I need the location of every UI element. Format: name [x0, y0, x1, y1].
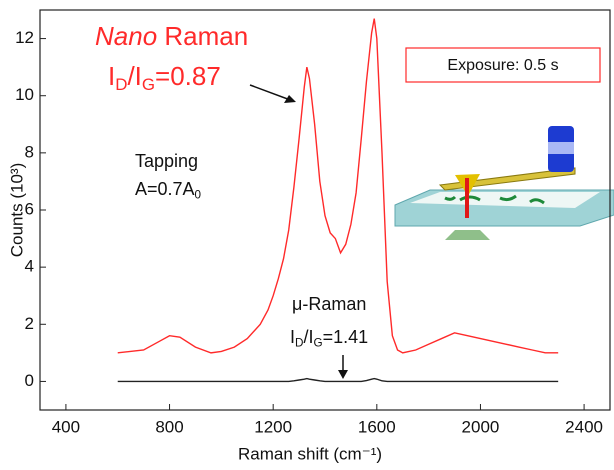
annotation-part: A=0.7A — [135, 179, 195, 199]
x-tick-label: 800 — [155, 417, 183, 436]
annotation: Nano Raman — [95, 21, 248, 51]
annotation: μ-Raman — [292, 294, 366, 314]
series-line — [117, 377, 559, 383]
x-axis-label: Raman shift (cm⁻¹) — [238, 444, 382, 463]
annotation-part: Nano — [95, 21, 157, 51]
x-tick-label: 2400 — [565, 417, 603, 436]
annotation-part: /I — [303, 327, 313, 347]
y-axis-label: Counts (10³) — [7, 163, 26, 257]
annotation-part: G — [313, 336, 322, 349]
inset-illustration — [394, 126, 614, 240]
detector-band — [548, 142, 574, 154]
annotation: A=0.7A0 — [135, 179, 202, 202]
y-tick-label: 0 — [25, 371, 34, 390]
series-line — [117, 18, 559, 354]
y-tick-label: 8 — [25, 142, 34, 161]
annotation-part: Exposure: 0.5 s — [447, 57, 558, 74]
annotation: ID/IG=0.87 — [108, 61, 221, 94]
y-tick-label: 6 — [25, 199, 34, 218]
laser — [465, 178, 469, 218]
objective — [445, 230, 490, 240]
x-tick-label: 1200 — [254, 417, 292, 436]
arrow — [249, 84, 294, 102]
annotation: ID/IG=1.41 — [290, 327, 368, 350]
annotation-part: =1.41 — [323, 327, 369, 347]
y-tick-label: 10 — [15, 85, 34, 104]
annotation-part: D — [295, 336, 303, 349]
arrow-head — [284, 95, 296, 103]
annotation-part: 0 — [195, 188, 202, 201]
annotation: Exposure: 0.5 s — [447, 57, 558, 74]
exposure-box — [405, 47, 601, 83]
annotation-part: Tapping — [135, 151, 198, 171]
annotation-part: G — [142, 75, 155, 94]
annotation-part: /I — [127, 61, 141, 91]
annotation-part: D — [115, 75, 127, 94]
annotation-part: Raman — [157, 21, 248, 51]
x-tick-label: 2000 — [462, 417, 500, 436]
flakes — [444, 194, 545, 205]
y-tick-label: 12 — [15, 28, 34, 47]
y-tick-label: 2 — [25, 314, 34, 333]
x-tick-label: 400 — [52, 417, 80, 436]
y-tick-label: 4 — [25, 257, 34, 276]
arrow-head — [338, 370, 348, 379]
annotation: Tapping — [135, 151, 198, 171]
annotation-part: I — [108, 61, 115, 91]
annotation-part: μ-Raman — [292, 294, 366, 314]
annotation-part: I — [290, 327, 295, 347]
annotation-part: =0.87 — [155, 61, 221, 91]
x-tick-label: 1600 — [358, 417, 396, 436]
